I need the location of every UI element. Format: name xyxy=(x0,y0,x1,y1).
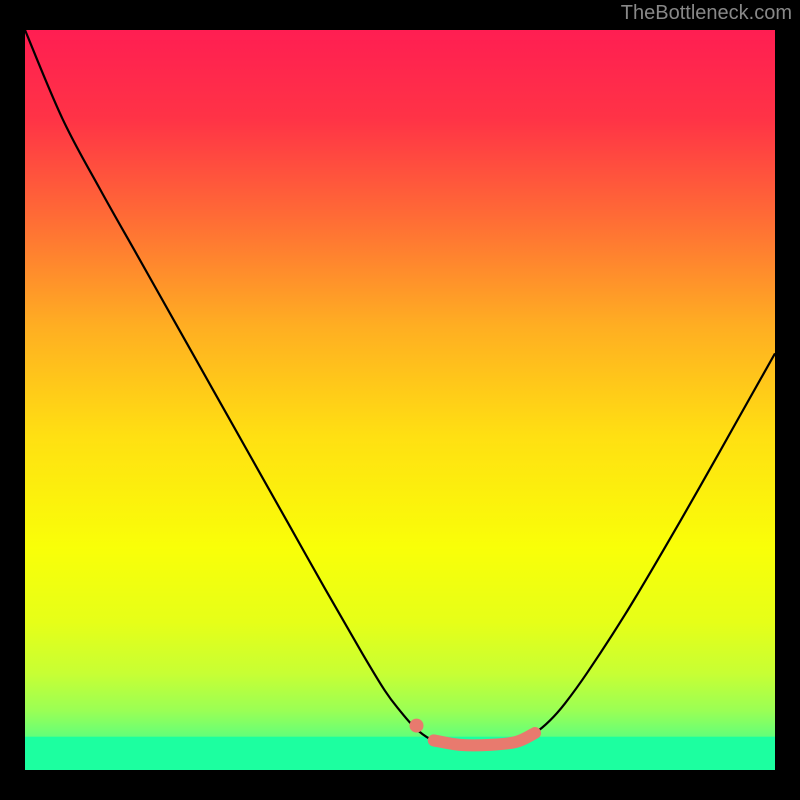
curve-layer xyxy=(25,30,775,770)
highlight-dot xyxy=(410,719,424,733)
watermark-text: TheBottleneck.com xyxy=(621,2,792,25)
highlight-segment xyxy=(434,733,535,745)
chart-area xyxy=(25,30,775,770)
bottleneck-curve xyxy=(25,30,775,745)
chart-container: TheBottleneck.com xyxy=(0,0,800,800)
